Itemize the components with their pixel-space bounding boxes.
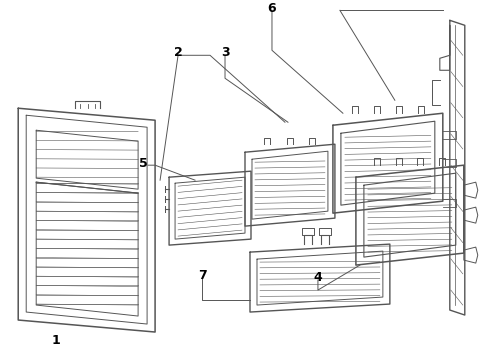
Text: 1: 1 xyxy=(52,333,61,347)
Text: 2: 2 xyxy=(173,46,182,59)
Text: 6: 6 xyxy=(268,2,276,15)
Text: 5: 5 xyxy=(139,157,147,170)
Text: 3: 3 xyxy=(220,46,229,59)
Text: 7: 7 xyxy=(197,269,206,282)
Text: 4: 4 xyxy=(314,271,322,284)
